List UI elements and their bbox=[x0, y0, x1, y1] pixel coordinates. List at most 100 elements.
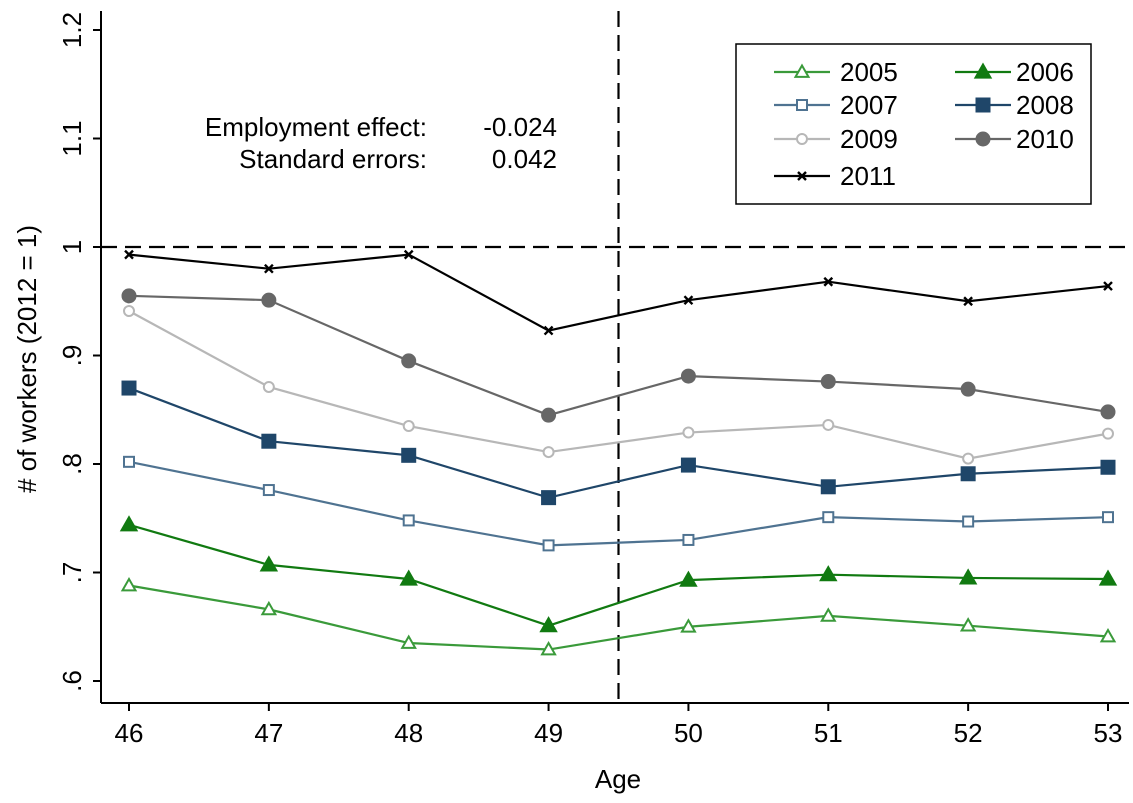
series-line-2009 bbox=[128, 310, 1109, 460]
series-2007 bbox=[123, 455, 1114, 552]
data-point bbox=[120, 577, 138, 592]
x-tick-label: 49 bbox=[534, 718, 563, 748]
data-point bbox=[959, 617, 977, 632]
data-point bbox=[963, 296, 973, 307]
x-tick-label: 52 bbox=[954, 718, 983, 748]
data-point bbox=[541, 407, 557, 423]
data-point bbox=[680, 457, 696, 473]
data-point bbox=[542, 446, 555, 459]
data-point bbox=[822, 418, 835, 431]
legend-item-2008: 2008 bbox=[955, 90, 1074, 120]
data-point bbox=[1102, 511, 1114, 524]
x-tick-label: 47 bbox=[254, 718, 283, 748]
data-point bbox=[1100, 404, 1116, 420]
y-tick-label: 1.2 bbox=[57, 12, 87, 48]
data-point bbox=[1102, 427, 1114, 440]
employment-effect-label: Employment effect: bbox=[205, 112, 427, 142]
data-point bbox=[1099, 627, 1117, 643]
y-tick-label: .7 bbox=[57, 562, 87, 584]
reference-lines bbox=[101, 11, 1129, 703]
series-2011 bbox=[124, 249, 1113, 336]
data-point bbox=[401, 353, 417, 369]
legend-marker bbox=[975, 97, 991, 113]
data-point bbox=[683, 295, 694, 306]
legend-box bbox=[735, 43, 1092, 205]
legend-marker bbox=[797, 171, 807, 181]
x-tick-label: 51 bbox=[814, 718, 843, 748]
x-tick-label: 50 bbox=[674, 718, 703, 748]
legend: 2005 2006 2007 2008 2009 2010 2011 bbox=[735, 43, 1092, 205]
data-point bbox=[262, 380, 275, 393]
data-point bbox=[960, 381, 976, 397]
annotation-block: Employment effect: -0.024 Standard error… bbox=[205, 112, 557, 174]
legend-marker bbox=[973, 62, 993, 79]
series-2009 bbox=[123, 305, 1114, 465]
series-2008 bbox=[121, 380, 1116, 506]
data-point bbox=[819, 565, 838, 582]
legend-label: 2006 bbox=[1016, 57, 1074, 87]
data-point bbox=[823, 276, 834, 287]
data-point bbox=[958, 568, 978, 585]
legend-item-2009: 2009 bbox=[774, 124, 898, 154]
data-point bbox=[402, 514, 415, 527]
series-line-2011 bbox=[128, 253, 1109, 332]
data-point bbox=[262, 484, 275, 497]
axes: .6 .7 .8 .9 1 1.1 1.2 46 47 48 49 50 51 52 53 bbox=[57, 11, 1129, 748]
y-tick-label: 1 bbox=[57, 240, 87, 254]
standard-errors-label: Standard errors: bbox=[239, 144, 427, 174]
legend-marker bbox=[796, 133, 808, 145]
data-point bbox=[119, 515, 139, 532]
series-line-2010 bbox=[128, 294, 1109, 417]
data-point bbox=[123, 455, 135, 468]
legend-label: 2005 bbox=[840, 57, 898, 87]
x-axis-title: Age bbox=[595, 764, 641, 794]
x-tick-label: 48 bbox=[394, 718, 423, 748]
data-point bbox=[820, 479, 836, 495]
series-line-2007 bbox=[128, 460, 1109, 547]
employment-effect-value: -0.024 bbox=[483, 112, 557, 142]
data-point bbox=[822, 511, 835, 524]
data-point bbox=[1098, 569, 1118, 586]
data-point bbox=[820, 607, 837, 622]
series-2010 bbox=[121, 288, 1116, 423]
y-tick-label: .6 bbox=[57, 670, 87, 692]
data-point bbox=[121, 288, 137, 304]
data-point bbox=[680, 618, 697, 633]
data-point bbox=[542, 539, 555, 552]
legend-label: 2011 bbox=[840, 161, 896, 191]
legend-label: 2009 bbox=[840, 124, 898, 154]
data-point bbox=[679, 570, 698, 587]
data-point bbox=[264, 263, 274, 274]
y-axis-title: # of workers (2012 = 1) bbox=[12, 225, 42, 493]
data-point bbox=[962, 515, 975, 528]
series-2005 bbox=[120, 577, 1117, 656]
data-point bbox=[260, 600, 278, 616]
legend-label: 2008 bbox=[1016, 90, 1074, 120]
data-point bbox=[401, 447, 417, 463]
data-point bbox=[403, 249, 414, 260]
series-2006 bbox=[119, 515, 1118, 633]
data-point bbox=[259, 555, 279, 572]
y-tick-label: .9 bbox=[57, 345, 87, 367]
legend-label: 2010 bbox=[1016, 124, 1074, 154]
data-point bbox=[261, 292, 277, 308]
series-line-2005 bbox=[128, 584, 1109, 651]
legend-label: 2007 bbox=[840, 90, 898, 120]
legend-marker bbox=[793, 63, 811, 78]
data-point bbox=[1100, 459, 1116, 475]
data-point bbox=[682, 426, 695, 439]
data-point bbox=[400, 634, 417, 649]
standard-errors-value: 0.042 bbox=[492, 144, 557, 174]
data-point bbox=[543, 325, 554, 336]
data-point bbox=[121, 380, 137, 396]
legend-item-2011: 2011 bbox=[774, 161, 896, 191]
x-tick-label: 46 bbox=[115, 718, 144, 748]
data-point bbox=[123, 305, 135, 318]
legend-item-2005: 2005 bbox=[774, 57, 898, 87]
data-point bbox=[261, 433, 277, 449]
data-point bbox=[820, 374, 836, 390]
data-point bbox=[402, 420, 415, 433]
series-line-2008 bbox=[128, 387, 1109, 499]
